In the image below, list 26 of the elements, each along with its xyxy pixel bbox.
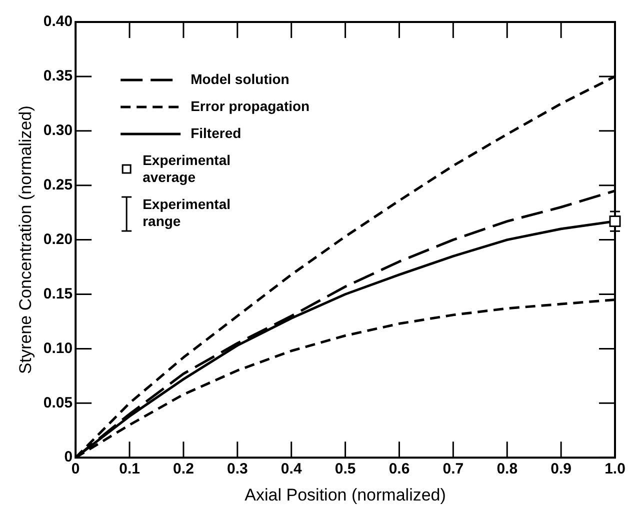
x-tick-label: 0.8 — [496, 460, 518, 478]
x-tick-label: 0.2 — [173, 460, 194, 478]
y-tick-label: 0.20 — [43, 230, 73, 248]
x-tick-label: 0.9 — [550, 460, 572, 478]
x-tick-label: 0.6 — [388, 460, 410, 478]
y-tick-label: 0.30 — [43, 122, 73, 140]
y-tick-label: 0.15 — [43, 285, 73, 302]
x-tick-label: 1.0 — [604, 460, 626, 478]
legend-label: Model solution — [190, 70, 290, 87]
x-tick-label: 0.1 — [119, 460, 140, 478]
y-tick-label: 0 — [64, 448, 73, 466]
y-tick-label: 0.25 — [43, 176, 73, 194]
y-tick-label: 0.35 — [43, 68, 73, 85]
legend-label: Error propagation — [190, 98, 310, 114]
annotation: Experimental range — [142, 196, 231, 229]
y-tick-label: 0.40 — [43, 13, 73, 30]
x-axis-title: Axial Position (normalized) — [244, 485, 446, 504]
x-tick-label: 0.7 — [442, 460, 464, 478]
y-tick-label: 0.10 — [43, 340, 73, 357]
legend-label: Filtered — [190, 124, 242, 141]
legend-label: Experimental average — [142, 152, 231, 185]
x-tick-label: 0.5 — [334, 460, 356, 478]
y-tick-label: 0.05 — [43, 394, 73, 412]
y-axis-title: Styrene Concentration (normalized) — [16, 106, 35, 374]
x-tick-label: 0.4 — [280, 460, 302, 478]
x-tick-label: 0.3 — [226, 460, 248, 478]
